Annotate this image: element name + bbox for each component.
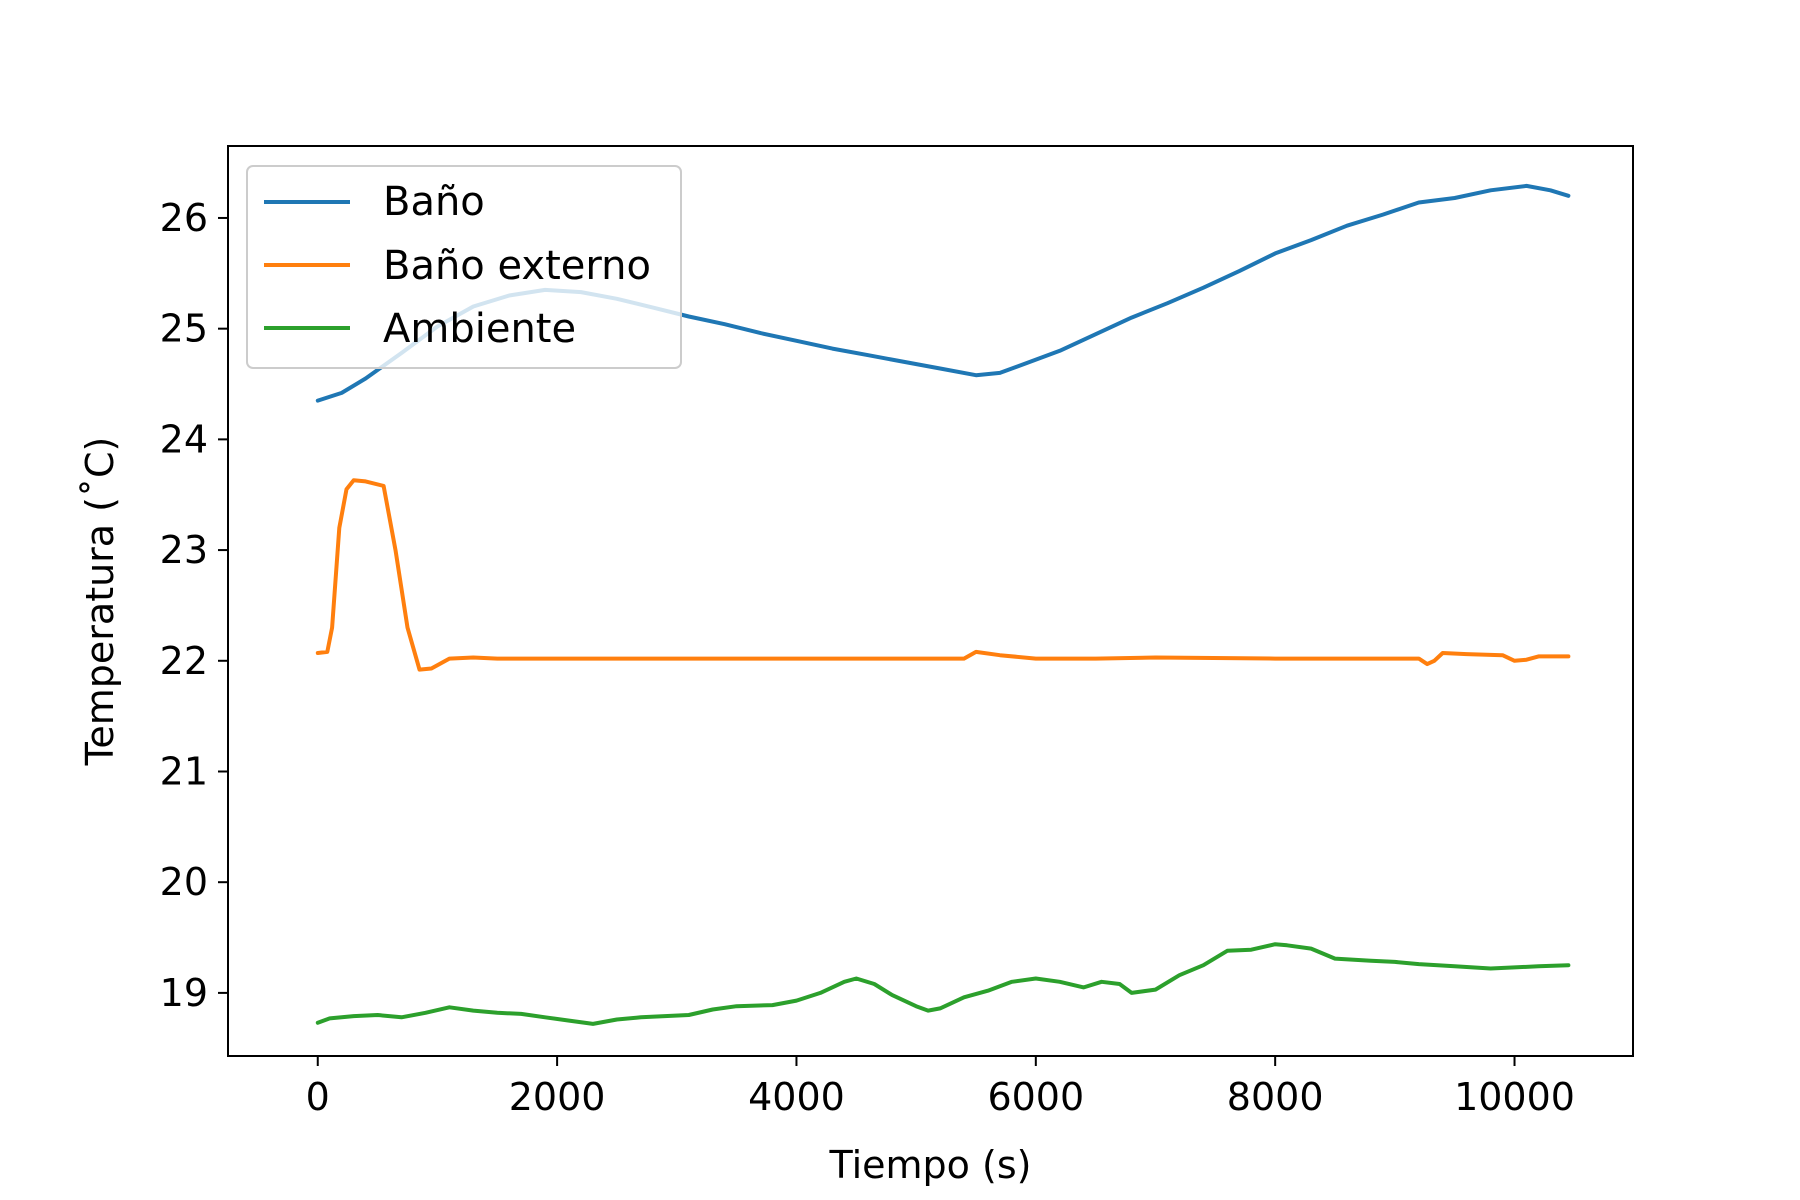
y-tick-label: 25 bbox=[160, 307, 208, 351]
y-tick-label: 22 bbox=[160, 639, 208, 683]
y-axis: 19 20 21 22 23 24 25 26 bbox=[160, 196, 228, 1015]
legend-label-ambiente: Ambiente bbox=[383, 306, 576, 352]
legend-label-bano-externo: Baño externo bbox=[383, 243, 651, 289]
series-line-ambiente bbox=[315, 942, 1571, 1026]
legend-label-bano: Baño bbox=[383, 179, 485, 225]
x-tick-label: 8000 bbox=[1227, 1075, 1324, 1119]
legend: Baño Baño externo Ambiente bbox=[246, 165, 682, 369]
series-line-bano-externo bbox=[315, 478, 1571, 672]
legend-frame bbox=[246, 165, 682, 369]
x-tick-label: 10000 bbox=[1454, 1075, 1575, 1119]
x-tick-label: 0 bbox=[306, 1075, 330, 1119]
x-axis: 0 2000 4000 6000 8000 10000 bbox=[306, 1056, 1575, 1119]
y-tick-label: 24 bbox=[160, 417, 208, 461]
y-tick-label: 21 bbox=[160, 749, 208, 793]
x-tick-label: 6000 bbox=[987, 1075, 1084, 1119]
y-axis-label: Temperatura (˚C) bbox=[78, 437, 122, 767]
x-tick-label: 4000 bbox=[748, 1075, 845, 1119]
x-tick-label: 2000 bbox=[509, 1075, 606, 1119]
y-tick-label: 19 bbox=[160, 971, 208, 1015]
y-tick-label: 23 bbox=[160, 528, 208, 572]
x-axis-label: Tiempo (s) bbox=[829, 1143, 1032, 1187]
y-tick-label: 20 bbox=[160, 860, 208, 904]
y-tick-label: 26 bbox=[160, 196, 208, 240]
plot-frame bbox=[227, 145, 1634, 1057]
